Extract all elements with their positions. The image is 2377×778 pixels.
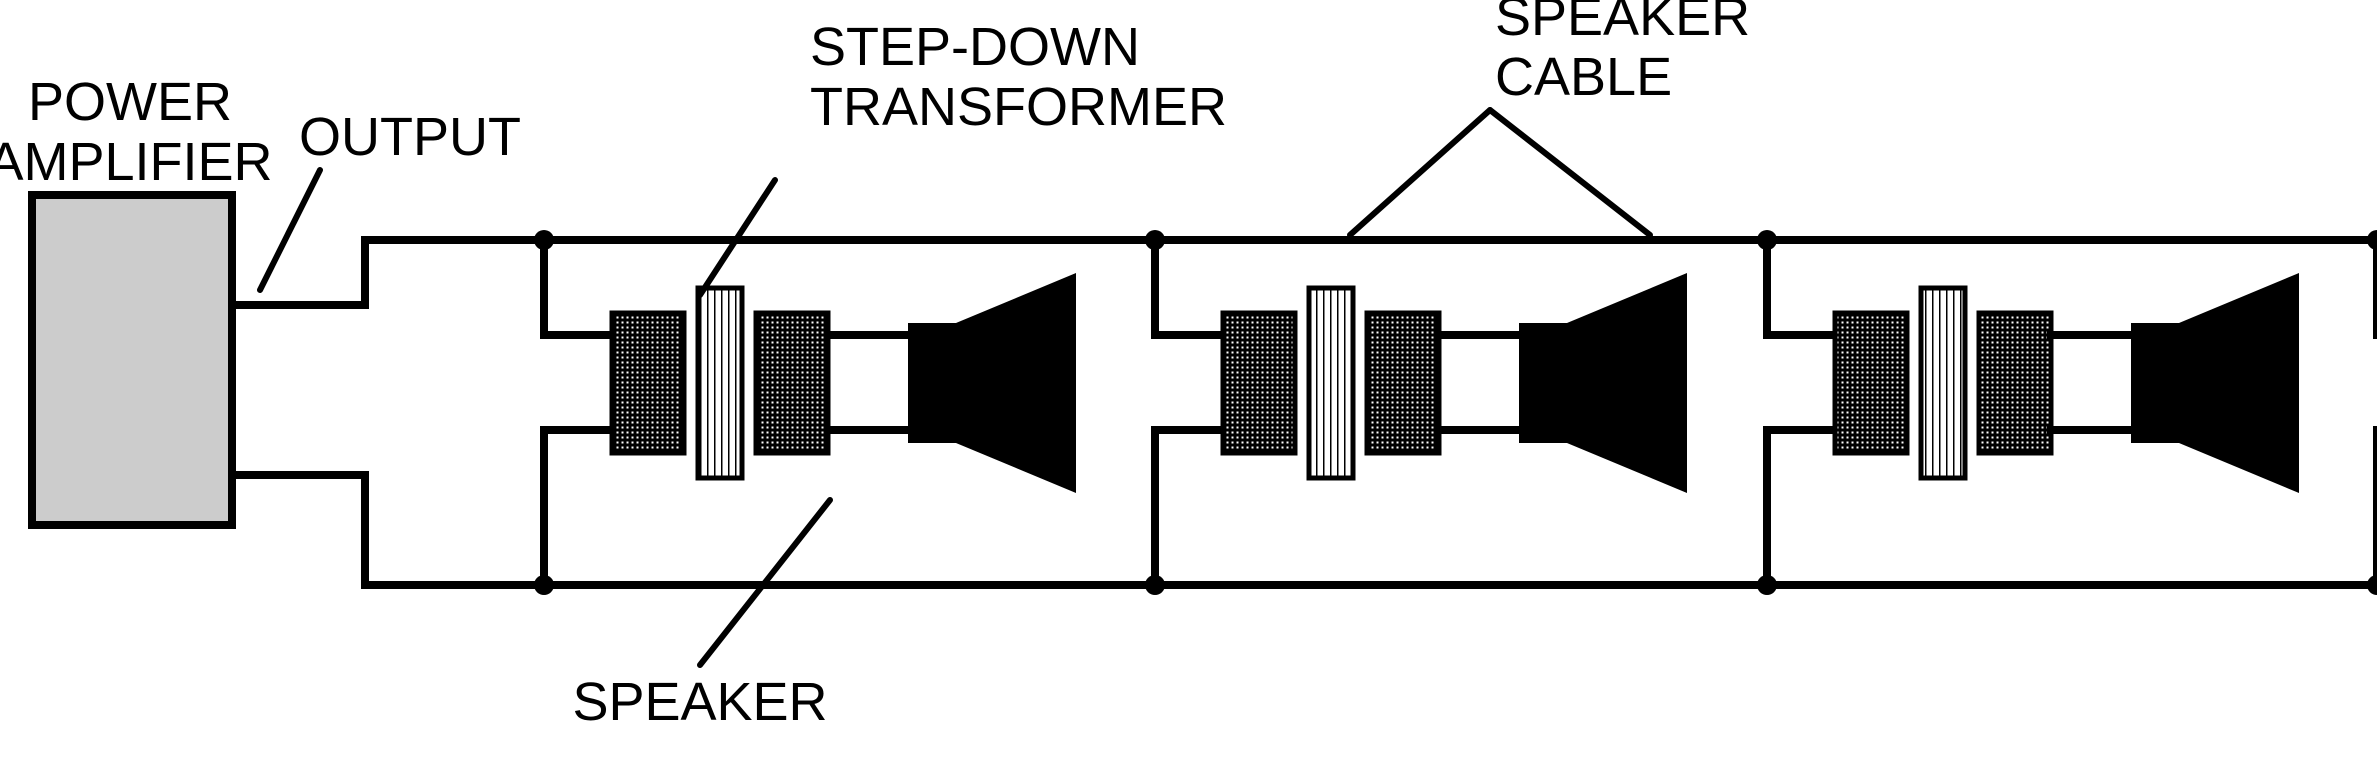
label-output: OUTPUT [299,107,521,167]
callout-cable [1490,110,1650,235]
step-down-transformer [1835,288,2051,478]
label-speaker-cable: CABLE [1495,47,1672,107]
speaker-icon [2131,273,2299,493]
speaker-icon [1519,273,1687,493]
label-speaker-cable: SPEAKER [1495,0,1750,47]
label-transformer: TRANSFORMER [810,77,1227,137]
power-amplifier [32,195,290,525]
label-power-amplifier: AMPLIFIER [0,132,273,192]
speaker-unit-1 [1145,230,1687,595]
speaker-unit-3 [2367,230,2377,595]
speaker-unit-0 [534,230,1076,595]
speaker-icon [908,273,1076,493]
label-power-amplifier: POWER [28,72,232,132]
callout-cable [1350,110,1490,235]
step-down-transformer [1223,288,1439,478]
label-transformer: STEP-DOWN [810,17,1140,77]
speaker-unit-2 [1757,230,2299,595]
step-down-transformer [612,288,828,478]
label-speaker: SPEAKER [572,672,827,732]
